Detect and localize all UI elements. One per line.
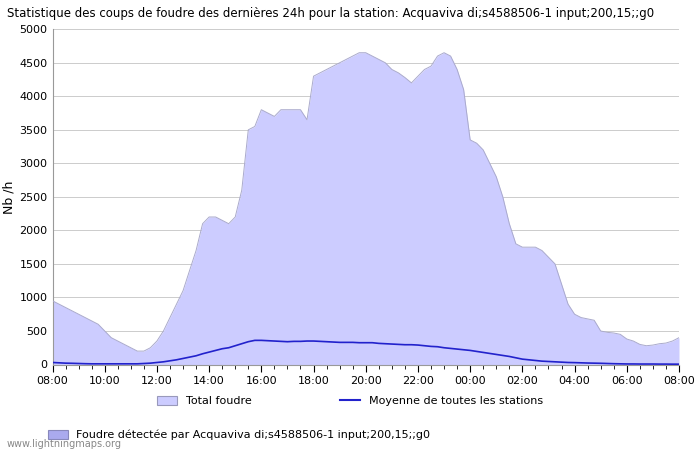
Text: www.lightningmaps.org: www.lightningmaps.org [7,439,122,449]
Legend: Total foudre, Moyenne de toutes les stations: Total foudre, Moyenne de toutes les stat… [157,396,543,406]
Legend: Foudre détectée par Acquaviva di;s4588506-1 input;200,15;;g0: Foudre détectée par Acquaviva di;s458850… [48,429,430,440]
Y-axis label: Nb /h: Nb /h [2,180,15,214]
Text: Statistique des coups de foudre des dernières 24h pour la station: Acquaviva di;: Statistique des coups de foudre des dern… [7,7,654,20]
